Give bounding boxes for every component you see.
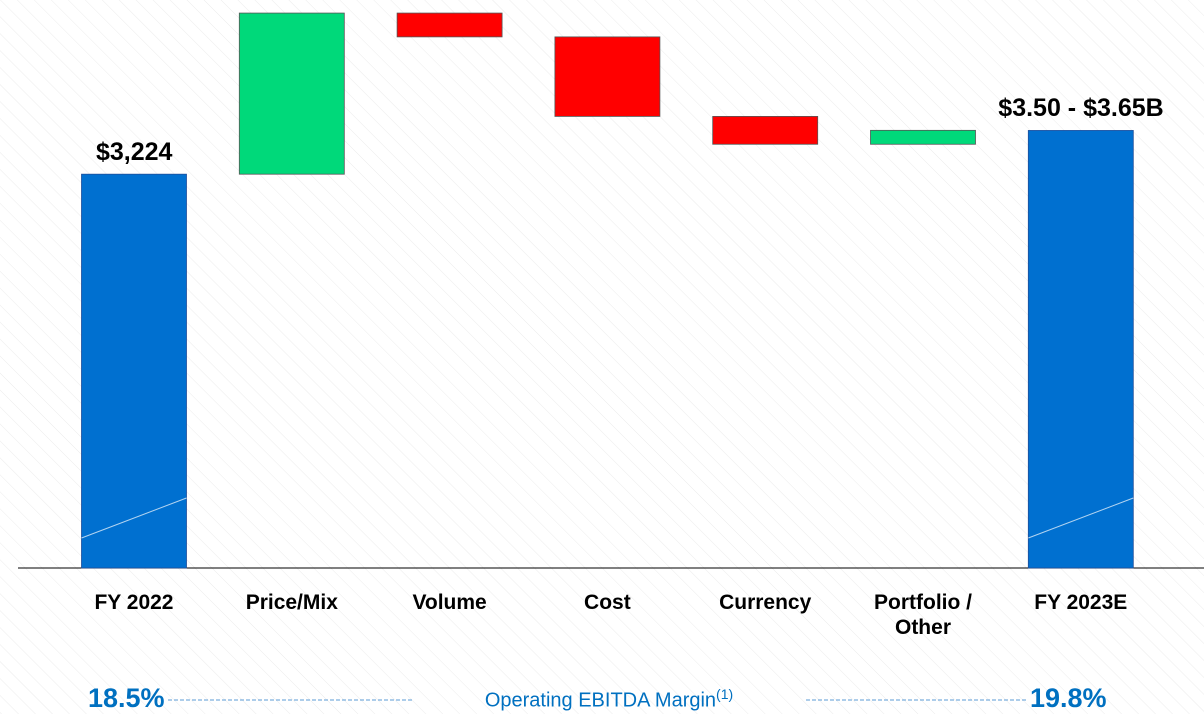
value-label: $3,224: [96, 138, 173, 167]
margin-note: (1): [716, 686, 734, 702]
bar: [870, 129, 976, 145]
bar: [396, 12, 503, 38]
bar: [1027, 130, 1134, 569]
bar: [81, 173, 187, 569]
x-tick-label: Currency: [719, 591, 812, 614]
bar-sheen: [1028, 497, 1134, 539]
x-tick-label: Volume: [412, 591, 487, 614]
margin-label: Operating EBITDA Margin: [484, 689, 717, 712]
value-label: $3.50 - $3.65B: [998, 94, 1164, 123]
bar-sheen: [81, 497, 187, 539]
x-tick-label: FY 2023E: [1034, 591, 1128, 614]
margin-value: 19.8%: [1030, 683, 1107, 713]
x-tick-label: Portfolio / Other: [874, 591, 972, 639]
bar: [554, 36, 661, 117]
x-tick-label: FY 2022: [94, 591, 174, 614]
x-tick-label: Price/Mix: [245, 591, 338, 614]
margin-value: 18.5%: [88, 683, 165, 713]
bar: [712, 116, 819, 145]
bar: [238, 12, 345, 175]
x-tick-label: Cost: [584, 591, 631, 614]
margin-caption: Operating EBITDA Margin(1): [444, 686, 774, 713]
